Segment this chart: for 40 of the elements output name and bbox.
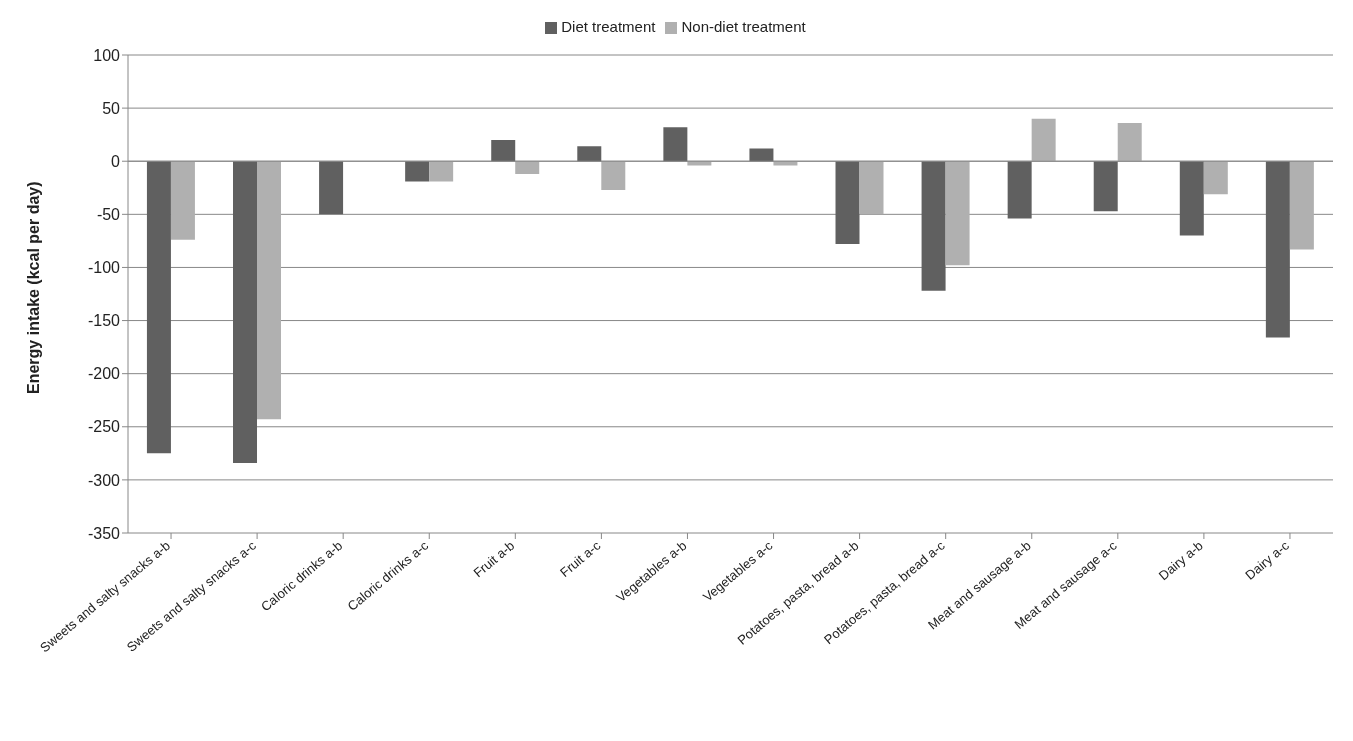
y-tick-label: -200 — [87, 365, 121, 383]
bar — [1093, 161, 1118, 212]
bar — [835, 161, 860, 245]
y-tick-label: -100 — [87, 259, 121, 277]
bar — [1031, 118, 1056, 162]
bar — [663, 127, 688, 162]
bar — [146, 161, 171, 454]
bar — [1203, 161, 1228, 195]
bar — [170, 161, 195, 240]
bar — [429, 161, 454, 182]
bar — [601, 161, 626, 190]
bar — [1007, 161, 1032, 219]
bar — [405, 161, 430, 182]
y-tick-label: 50 — [102, 99, 121, 117]
bar — [921, 161, 946, 291]
bar — [233, 161, 258, 463]
bar — [859, 161, 884, 215]
x-tick-label: Fruit a-b — [470, 537, 518, 581]
bar — [577, 146, 602, 162]
bar — [1117, 122, 1142, 162]
y-tick-label: -50 — [96, 206, 121, 224]
bar — [515, 161, 540, 174]
bar — [749, 148, 774, 162]
x-tick-label: Fruit a-c — [557, 537, 604, 580]
y-tick-label: -350 — [87, 524, 121, 542]
bar — [1265, 161, 1290, 338]
bar — [1289, 161, 1314, 250]
y-tick-label: -300 — [87, 471, 121, 489]
legend-label: Non-diet treatment — [681, 18, 806, 35]
y-tick-label: 0 — [111, 152, 121, 170]
legend-label: Diet treatment — [561, 18, 656, 35]
bar — [945, 161, 970, 266]
bar — [1179, 161, 1204, 236]
y-tick-label: -250 — [87, 418, 121, 436]
y-tick-label: 100 — [93, 46, 121, 64]
bar — [319, 161, 344, 215]
y-tick-label: -150 — [87, 312, 121, 330]
bar — [257, 161, 282, 420]
y-axis-title: Energy intake (kcal per day) — [24, 181, 42, 394]
bar — [491, 139, 516, 162]
